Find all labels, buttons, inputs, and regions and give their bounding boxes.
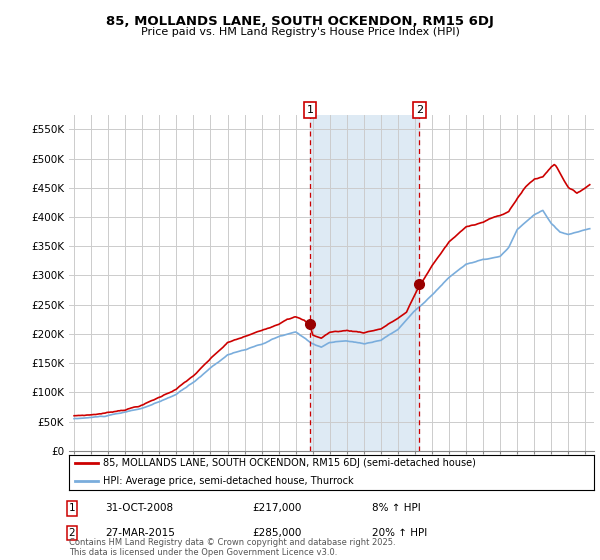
Text: £285,000: £285,000 bbox=[252, 528, 301, 538]
Text: 2: 2 bbox=[68, 528, 76, 538]
Point bbox=[94, 477, 101, 484]
Text: Price paid vs. HM Land Registry's House Price Index (HPI): Price paid vs. HM Land Registry's House … bbox=[140, 27, 460, 37]
Text: £217,000: £217,000 bbox=[252, 503, 301, 514]
Text: 85, MOLLANDS LANE, SOUTH OCKENDON, RM15 6DJ (semi-detached house): 85, MOLLANDS LANE, SOUTH OCKENDON, RM15 … bbox=[103, 458, 476, 468]
Text: 85, MOLLANDS LANE, SOUTH OCKENDON, RM15 6DJ: 85, MOLLANDS LANE, SOUTH OCKENDON, RM15 … bbox=[106, 15, 494, 28]
Text: Contains HM Land Registry data © Crown copyright and database right 2025.
This d: Contains HM Land Registry data © Crown c… bbox=[69, 538, 395, 557]
Point bbox=[94, 460, 101, 466]
Point bbox=[72, 460, 79, 466]
Text: 20% ↑ HPI: 20% ↑ HPI bbox=[372, 528, 427, 538]
Text: 31-OCT-2008: 31-OCT-2008 bbox=[105, 503, 173, 514]
Text: 8% ↑ HPI: 8% ↑ HPI bbox=[372, 503, 421, 514]
Bar bbox=[310, 115, 419, 451]
Point bbox=[72, 477, 79, 484]
Text: 27-MAR-2015: 27-MAR-2015 bbox=[105, 528, 175, 538]
Text: 1: 1 bbox=[68, 503, 76, 514]
Text: 1: 1 bbox=[307, 105, 313, 115]
Text: 2: 2 bbox=[416, 105, 423, 115]
Text: HPI: Average price, semi-detached house, Thurrock: HPI: Average price, semi-detached house,… bbox=[103, 475, 354, 486]
